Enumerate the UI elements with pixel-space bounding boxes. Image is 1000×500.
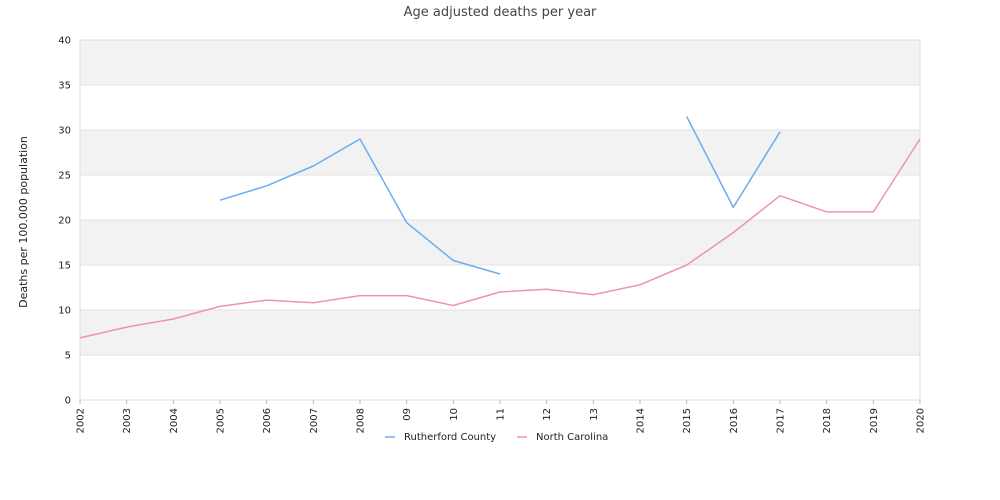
y-tick-label: 10 <box>58 306 71 317</box>
y-axis-title: Deaths per 100.000 population <box>17 136 30 308</box>
x-axis-ticks: 2002 2003 2004 2005 2006 2007 2008 09 10 11 12 13 20… <box>76 400 927 433</box>
chart-title: Age adjusted deaths per year <box>404 5 597 20</box>
x-tick-label: 2017 <box>776 408 787 433</box>
y-tick-label: 25 <box>58 171 71 182</box>
legend: Rutherford County North Carolina <box>385 432 608 443</box>
x-tick-label: 11 <box>496 408 507 421</box>
plot-band <box>80 220 920 265</box>
y-tick-label: 5 <box>65 351 71 362</box>
y-tick-label: 40 <box>58 36 71 47</box>
x-tick-label: 2002 <box>76 408 87 433</box>
x-tick-label: 2015 <box>682 408 693 433</box>
y-tick-label: 0 <box>65 396 71 407</box>
plot-band <box>80 310 920 355</box>
x-tick-label: 2005 <box>216 408 227 433</box>
plot-band <box>80 40 920 85</box>
y-tick-label: 30 <box>58 126 71 137</box>
x-tick-label: 2004 <box>169 408 180 433</box>
series-lines <box>79 116 921 339</box>
x-tick-label: 2014 <box>636 408 647 433</box>
x-tick-label: 13 <box>589 408 600 421</box>
legend-label: North Carolina <box>536 432 608 443</box>
x-tick-label: 2003 <box>122 408 133 433</box>
legend-label: Rutherford County <box>404 432 496 443</box>
x-tick-label: 12 <box>542 408 553 421</box>
x-tick-label: 2020 <box>916 408 927 433</box>
plot-background-bands <box>80 40 920 355</box>
x-tick-label: 10 <box>449 408 460 421</box>
x-tick-label: 2019 <box>869 408 880 433</box>
plot-band <box>80 130 920 175</box>
x-tick-label: 2007 <box>309 408 320 433</box>
x-tick-label: 2006 <box>262 408 273 433</box>
y-axis-ticks: 0 5 10 15 20 25 30 35 40 <box>58 36 71 407</box>
series-line <box>79 138 921 339</box>
x-tick-label: 09 <box>402 408 413 421</box>
series-line <box>219 138 501 275</box>
series-line <box>686 116 781 209</box>
x-tick-label: 2008 <box>356 408 367 433</box>
y-tick-label: 35 <box>58 81 71 92</box>
x-tick-label: 2016 <box>729 408 740 433</box>
y-tick-label: 20 <box>58 216 71 227</box>
y-tick-label: 15 <box>58 261 71 272</box>
x-tick-label: 2018 <box>822 408 833 433</box>
